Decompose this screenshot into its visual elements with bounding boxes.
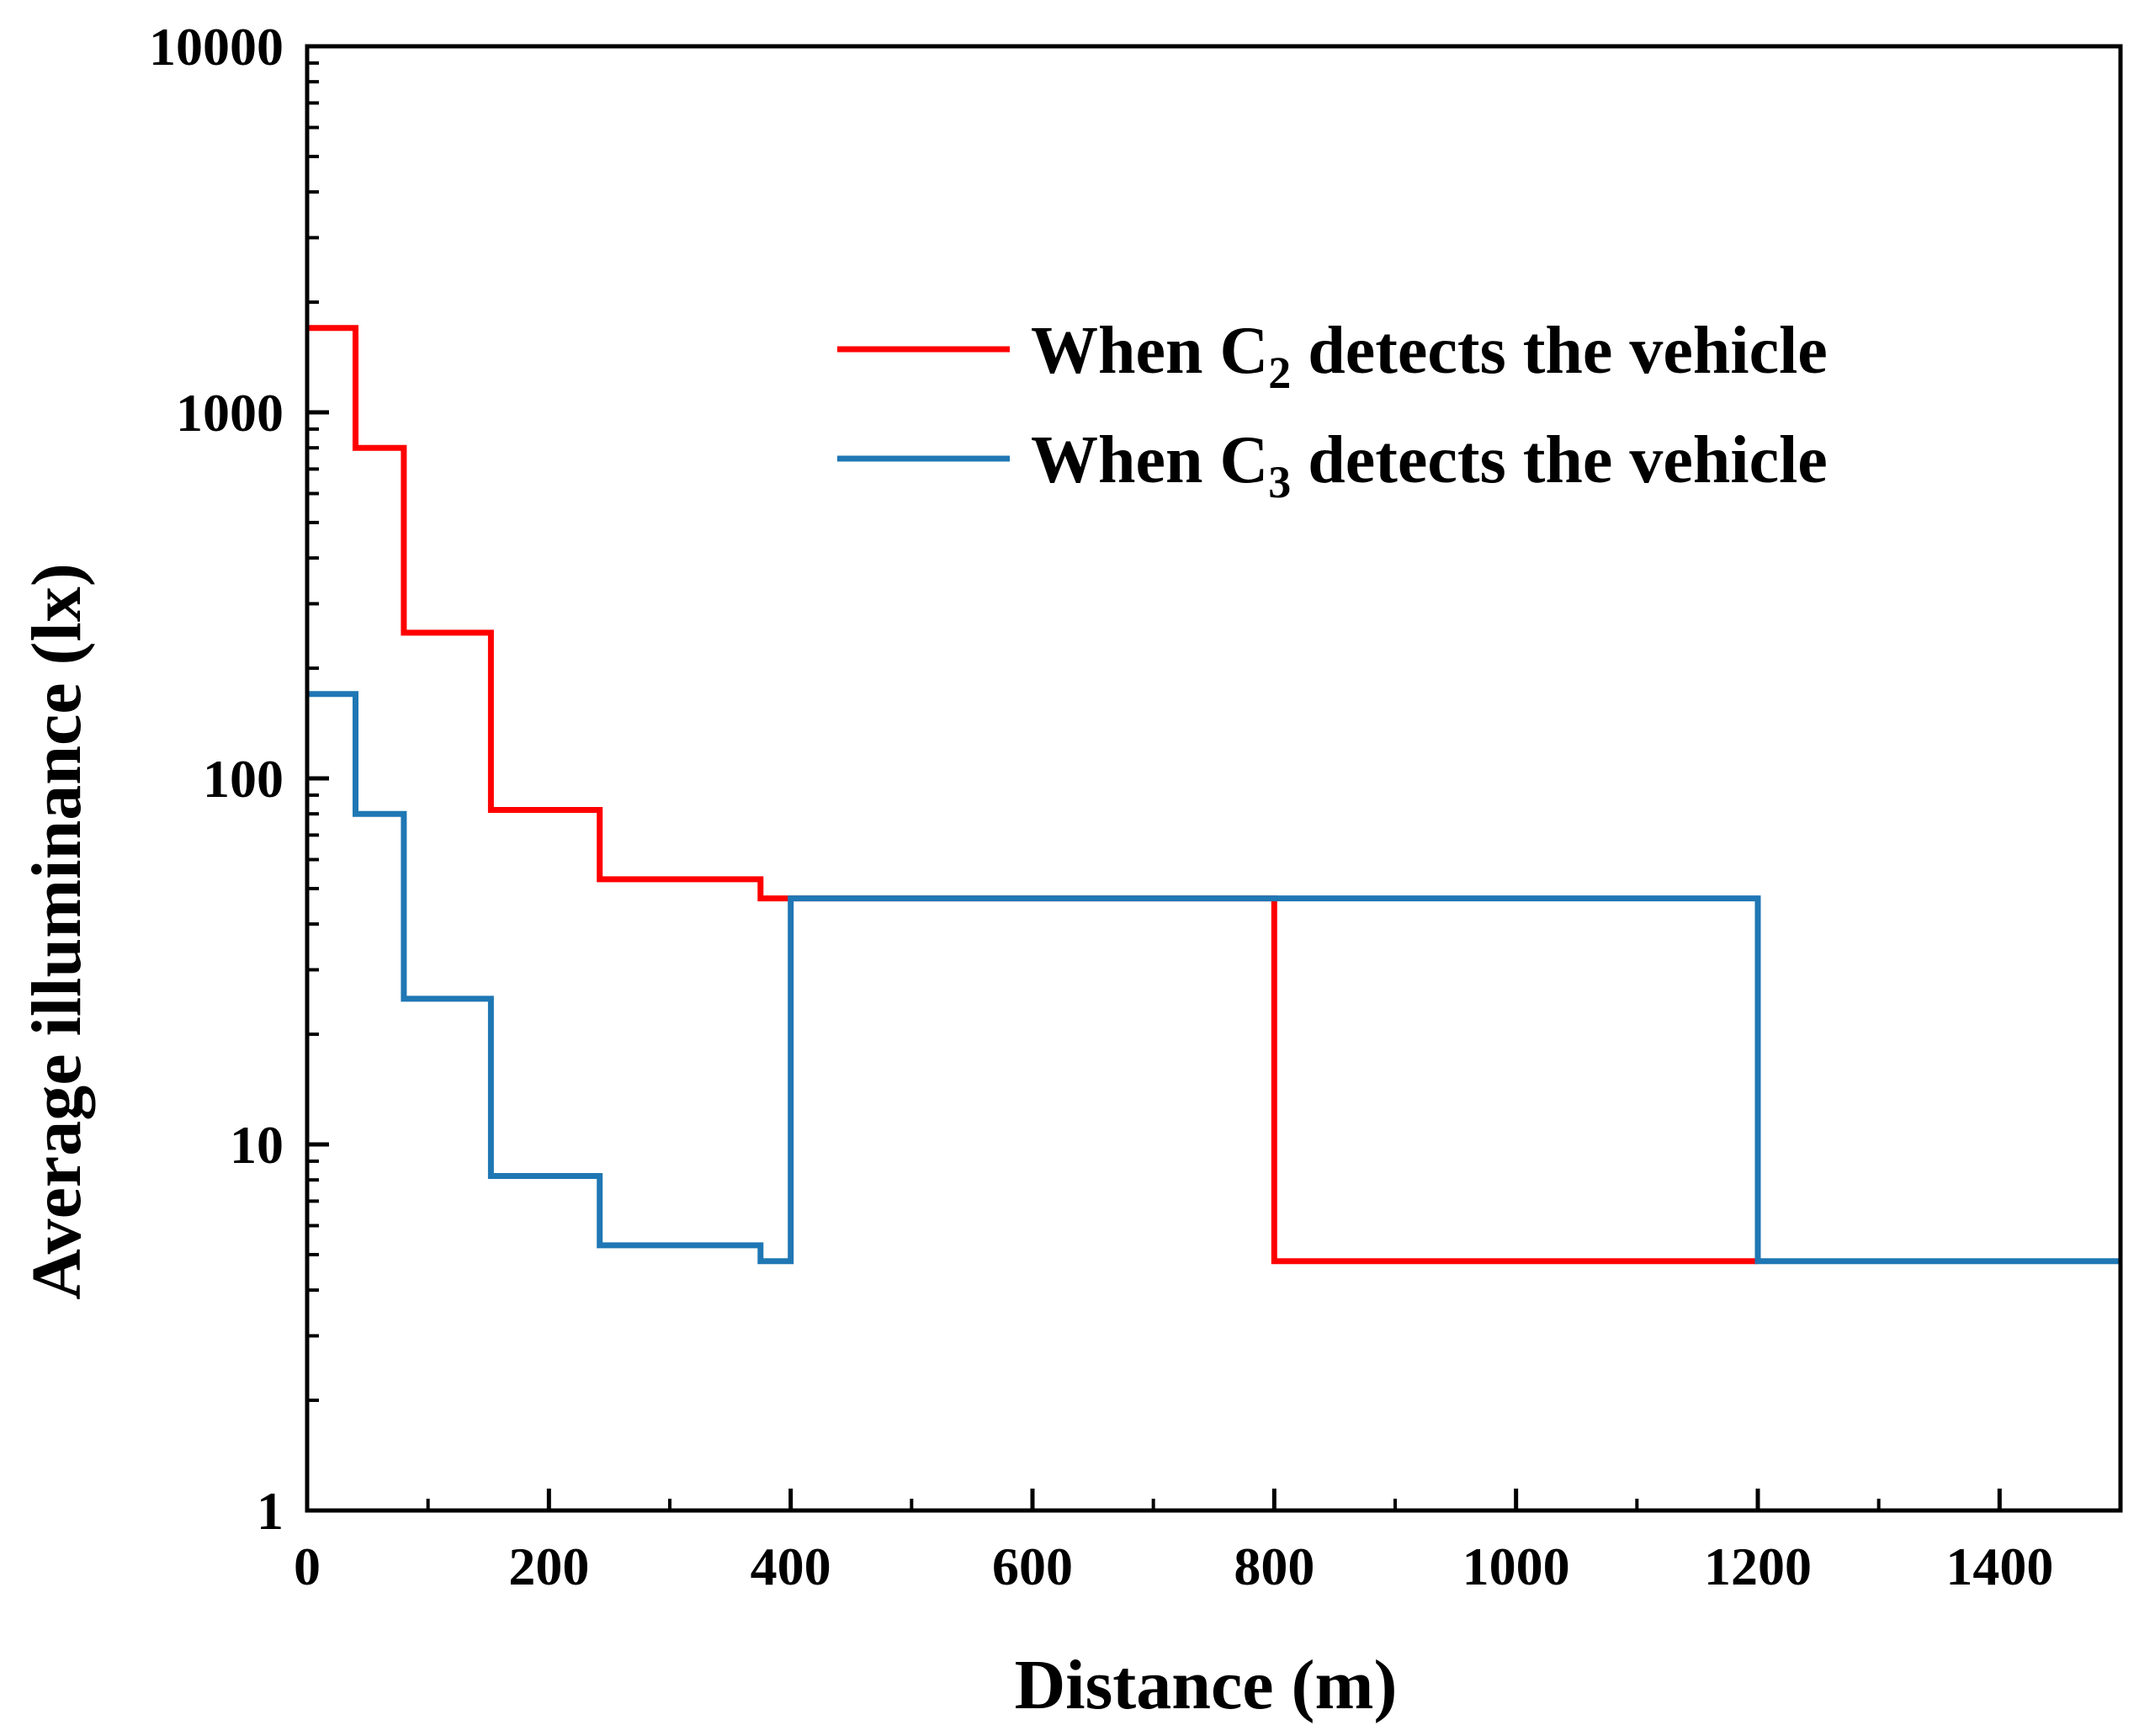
y-tick-label: 10000 bbox=[149, 17, 284, 77]
series-line-2 bbox=[307, 691, 2120, 1265]
y-tick-label: 1 bbox=[257, 1481, 284, 1541]
x-tick-label: 800 bbox=[1234, 1537, 1314, 1596]
legend: When C2 detects the vehicle When C3 detec… bbox=[837, 314, 1828, 507]
plot-frame bbox=[305, 44, 2123, 1513]
x-axis-title: Distance (m) bbox=[1015, 1646, 1398, 1724]
axes-layer: 0 200 400 600 800 1000 1200 1400 1 10 100 1000 10000 bbox=[149, 17, 2123, 1596]
y-axis-title: Average illuminance (lx) bbox=[18, 563, 96, 1300]
x-tick-label: 200 bbox=[508, 1537, 589, 1596]
y-tick-label: 10 bbox=[230, 1115, 284, 1175]
legend-label-2: When C3 detects the vehicle bbox=[1031, 423, 1828, 507]
x-tick-label: 600 bbox=[992, 1537, 1073, 1596]
y-tick-label: 100 bbox=[203, 749, 284, 809]
legend-label-1: When C2 detects the vehicle bbox=[1031, 314, 1828, 398]
x-tick-label: 1000 bbox=[1462, 1537, 1570, 1596]
y-tick-label: 1000 bbox=[176, 383, 284, 443]
x-tick-label: 1400 bbox=[1945, 1537, 2053, 1596]
series-layer bbox=[307, 325, 2120, 1265]
x-tick-label: 0 bbox=[294, 1537, 321, 1596]
x-tick-label: 1200 bbox=[1704, 1537, 1812, 1596]
x-tick-label: 400 bbox=[751, 1537, 831, 1596]
